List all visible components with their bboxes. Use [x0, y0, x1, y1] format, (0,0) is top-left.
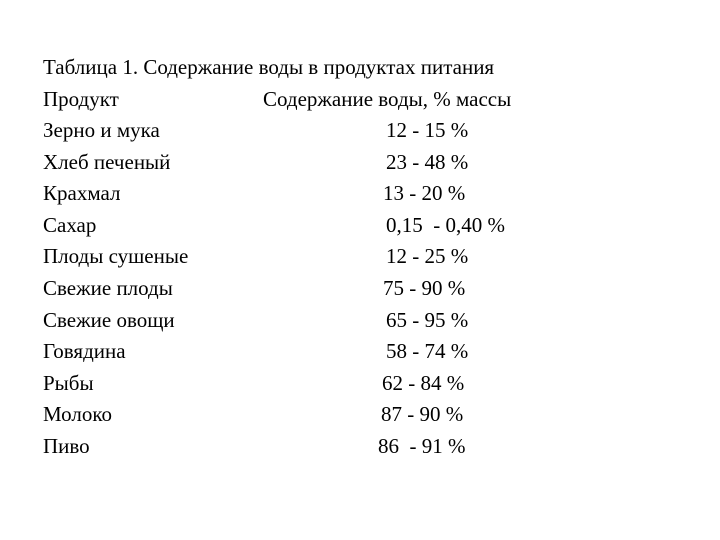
table-row: Плоды сушеные 12 - 25 % [43, 243, 468, 269]
product-name: Рыбы [43, 370, 94, 395]
product-name: Плоды сушеные [43, 244, 189, 269]
table-row: Рыбы 62 - 84 % [43, 370, 464, 396]
product-name: Хлеб печеный [43, 149, 171, 174]
water-content: 0,15 - 0,40 % [386, 212, 505, 237]
product-name: Сахар [43, 212, 97, 237]
table-row: Свежие овощи 65 - 95 % [43, 307, 468, 333]
table-row: Говядина 58 - 74 % [43, 338, 468, 364]
table-row: Хлеб печеный 23 - 48 % [43, 149, 468, 175]
table-row: Зерно и мука 12 - 15 % [43, 117, 468, 143]
product-name: Молоко [43, 402, 112, 427]
water-content: 65 - 95 % [386, 307, 469, 332]
table-row: Пиво 86 - 91 % [43, 433, 466, 459]
table-row: Сахар 0,15 - 0,40 % [43, 212, 505, 238]
water-content: 23 - 48 % [386, 149, 469, 174]
water-content: 58 - 74 % [386, 339, 469, 364]
product-name: Пиво [43, 434, 90, 458]
product-name: Крахмал [43, 181, 121, 206]
header-water: Содержание воды, % массы [263, 87, 512, 111]
water-content: 12 - 25 % [386, 244, 469, 269]
table-row: Крахмал 13 - 20 % [43, 180, 465, 206]
table-row: Молоко 87 - 90 % [43, 401, 463, 427]
product-name: Свежие овощи [43, 307, 175, 332]
table-title: Таблица 1. Содержание воды в продуктах п… [43, 55, 495, 79]
water-content: 86 - 91 % [378, 434, 466, 458]
table-header: Продукт Содержание воды, % массы [43, 86, 511, 112]
water-content: 13 - 20 % [383, 181, 466, 206]
water-content: 12 - 15 % [386, 118, 469, 142]
table-row: Свежие плоды 75 - 90 % [43, 275, 465, 301]
water-content: 62 - 84 % [382, 370, 465, 395]
product-name: Говядина [43, 339, 126, 364]
product-name: Свежие плоды [43, 276, 173, 300]
water-content: 75 - 90 % [383, 276, 466, 300]
header-product: Продукт [43, 87, 119, 111]
product-name: Зерно и мука [43, 118, 160, 142]
water-content: 87 - 90 % [381, 402, 464, 427]
